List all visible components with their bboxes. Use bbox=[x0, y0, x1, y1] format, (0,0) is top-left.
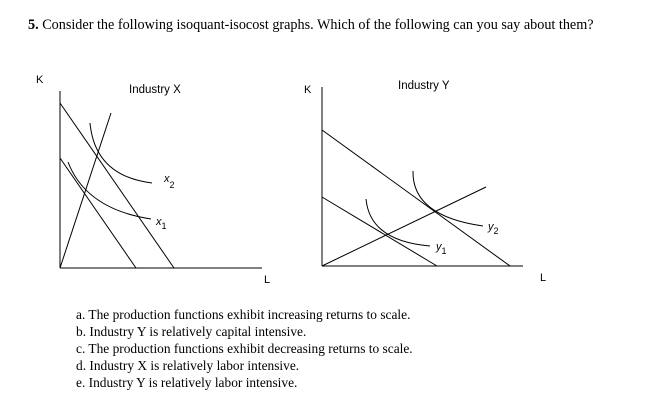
industry-x-label-x1-subscript: 1 bbox=[162, 221, 167, 231]
industry-y-label-y2-letter: y bbox=[487, 221, 495, 233]
industry-y-title: Industry Y bbox=[398, 80, 450, 92]
industry-y-isocost-upper bbox=[321, 129, 511, 267]
industry-y-label-y1-letter: y bbox=[435, 241, 443, 253]
answer-option-a: a. The production functions exhibit incr… bbox=[76, 307, 411, 322]
question-number: 5. bbox=[28, 17, 39, 33]
answer-options: a. The production functions exhibit incr… bbox=[76, 306, 413, 391]
industry-y-label-y2: y2 bbox=[487, 221, 499, 236]
industry-y-label-y1: y1 bbox=[435, 241, 447, 256]
industry-y-isocost-lower bbox=[321, 196, 438, 267]
industry-x-label-x2: x2 bbox=[163, 173, 175, 190]
industry-x-label-x2-letter: x bbox=[163, 173, 170, 185]
industry-x-isocost-upper bbox=[59, 102, 175, 269]
industry-y-isoquant-y1 bbox=[365, 198, 431, 247]
question-text: 5. Consider the following isoquant-isoco… bbox=[28, 16, 628, 34]
industry-y-graph: K Industry Y L y1 y2 bbox=[304, 80, 546, 284]
industry-y-isoquant-y2 bbox=[412, 170, 484, 227]
industry-x-k-axis-label: K bbox=[36, 74, 44, 86]
industry-y-l-axis-label: L bbox=[540, 272, 546, 284]
industry-x-title: Industry X bbox=[129, 84, 181, 96]
industry-y-k-axis-label: K bbox=[304, 84, 312, 96]
industry-y-label-y2-subscript: 2 bbox=[494, 226, 499, 236]
industry-x-label-x1: x1 bbox=[155, 216, 167, 231]
answer-option-c: c. The production functions exhibit decr… bbox=[76, 341, 413, 356]
industry-x-l-axis-label: L bbox=[264, 274, 270, 286]
answer-option-b: b. Industry Y is relatively capital inte… bbox=[76, 324, 307, 339]
question-prompt: Consider the following isoquant-isocost … bbox=[42, 17, 594, 33]
industry-y-label-y1-subscript: 1 bbox=[442, 246, 447, 256]
answer-option-e: e. Industry Y is relatively labor intens… bbox=[76, 375, 298, 390]
industry-x-isoquant-x1 bbox=[67, 161, 152, 220]
answer-option-d: d. Industry X is relatively labor intens… bbox=[76, 358, 300, 373]
industry-y-expansion-path bbox=[321, 186, 487, 267]
industry-x-label-x1-letter: x bbox=[155, 216, 162, 228]
industry-x-expansion-path bbox=[59, 112, 112, 269]
industry-x-graph: K Industry X L x2 x1 bbox=[36, 74, 270, 286]
industry-x-isocost-lower bbox=[59, 157, 137, 269]
industry-x-label-x2-subscript: 2 bbox=[170, 180, 175, 190]
industry-x-isoquant-x2 bbox=[89, 122, 153, 184]
